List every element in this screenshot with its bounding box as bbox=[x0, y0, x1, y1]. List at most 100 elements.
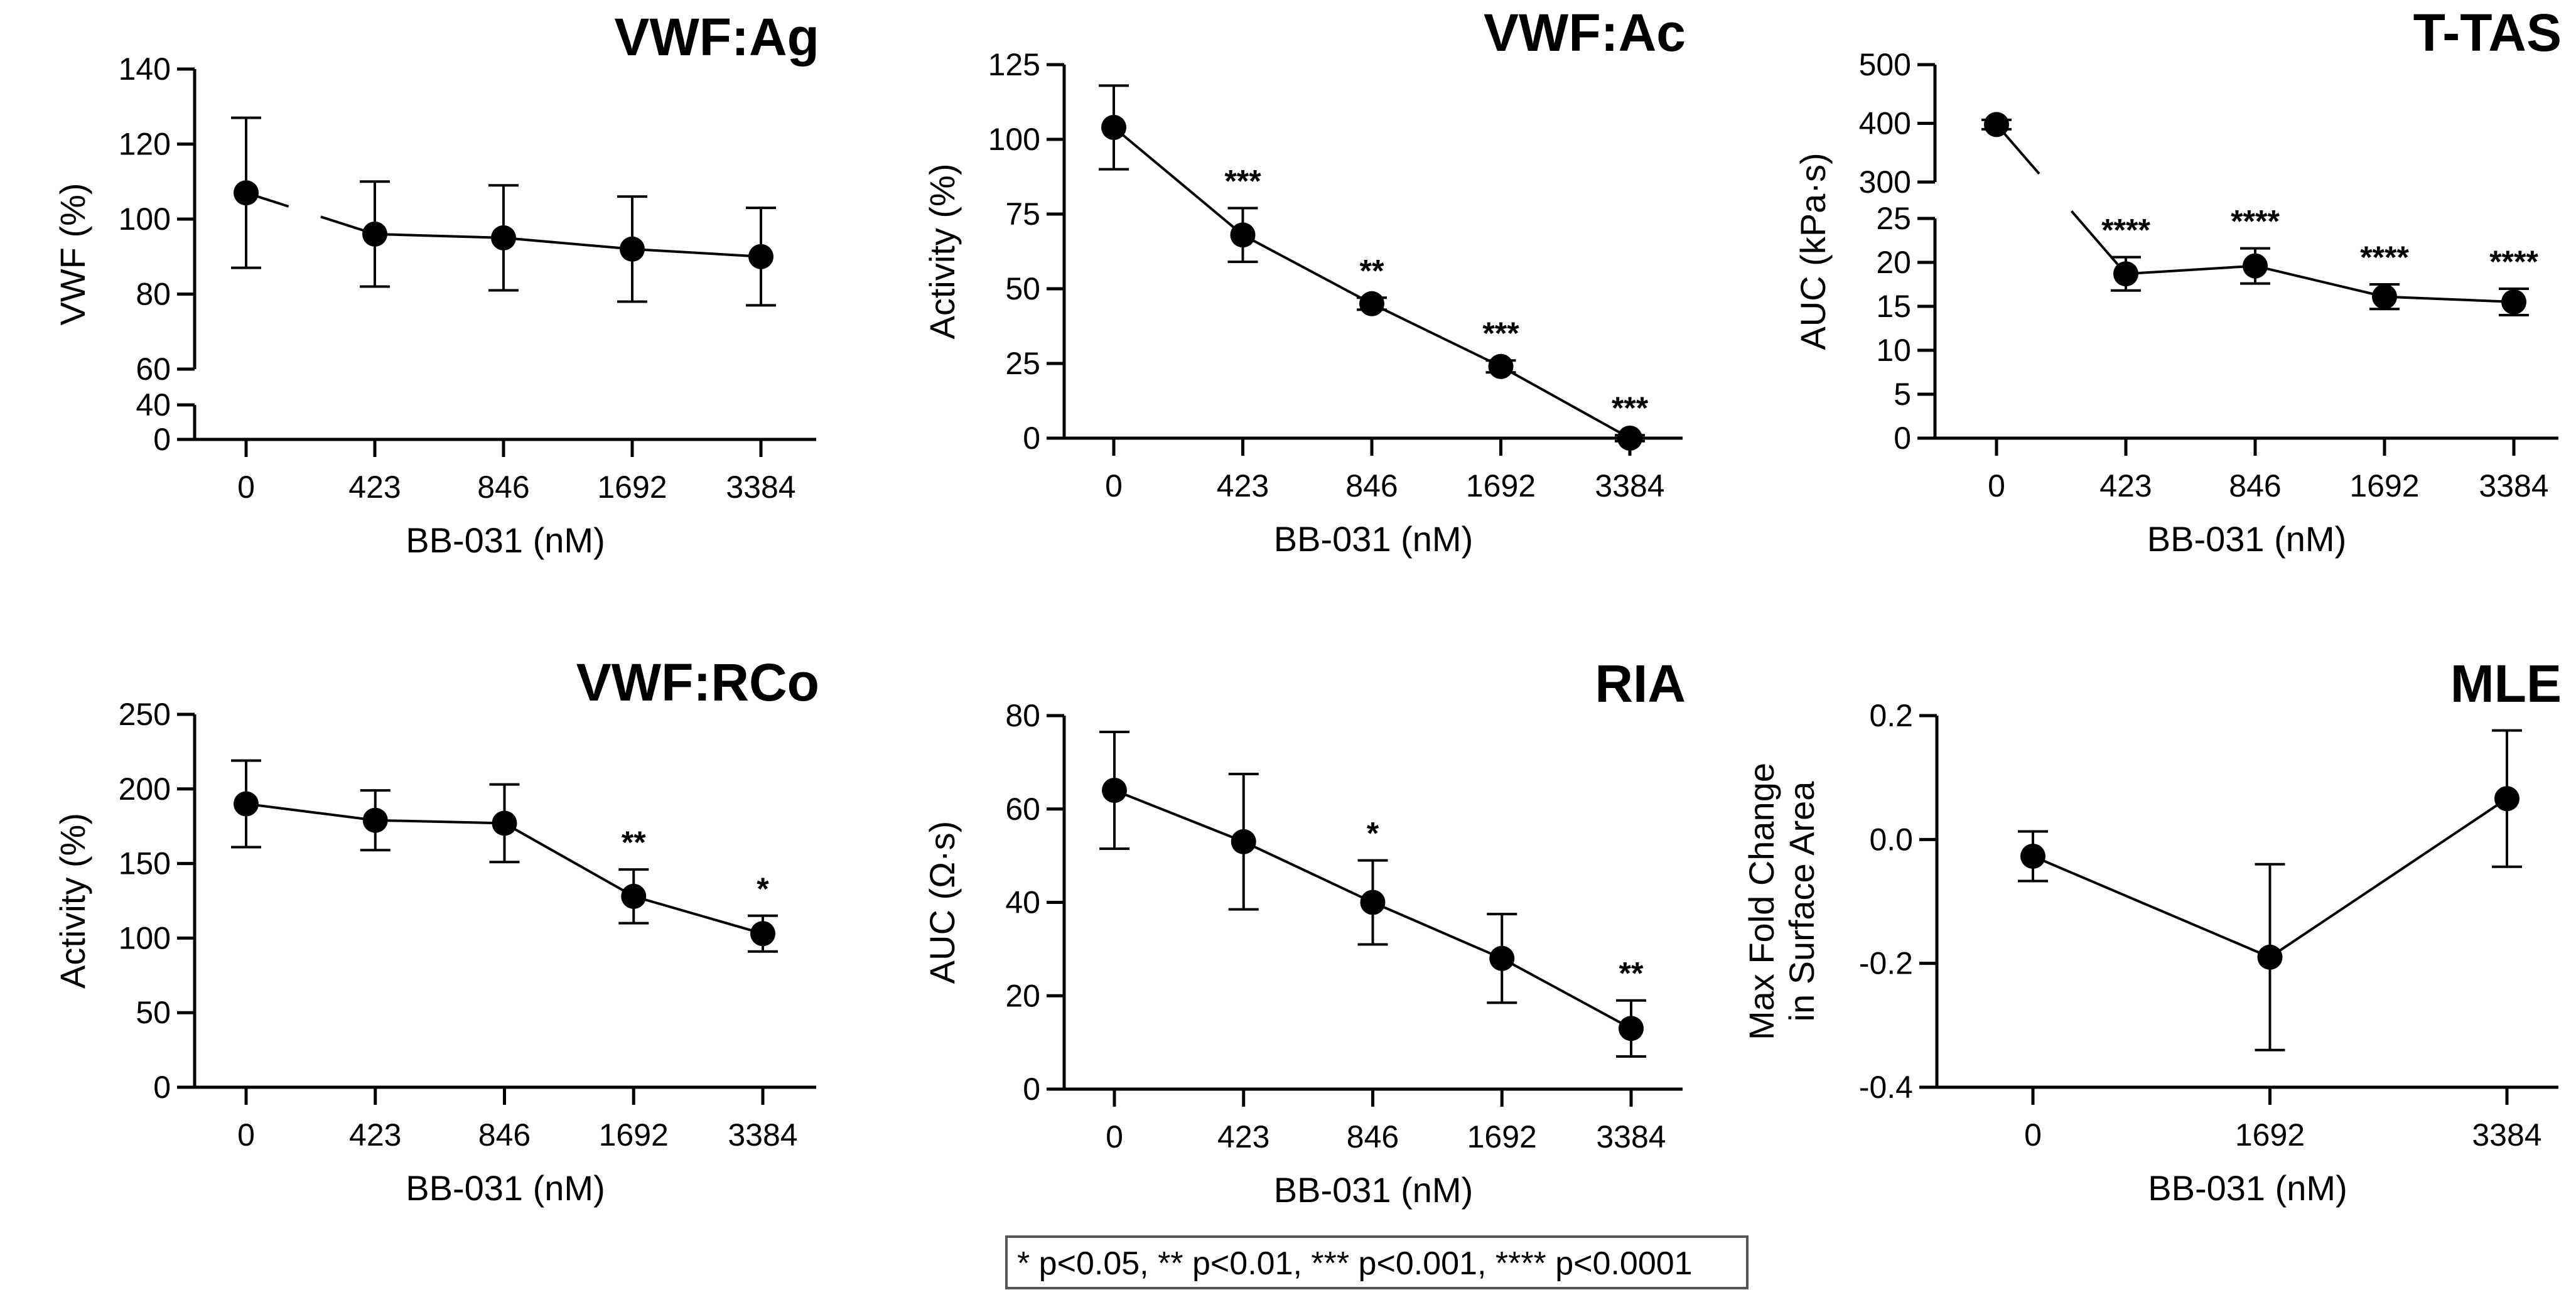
x-tick-label: 3384 bbox=[726, 470, 795, 505]
y-tick-label: 75 bbox=[1005, 196, 1040, 232]
y-axis-label: Activity (%) bbox=[53, 813, 92, 989]
significance-marker: ** bbox=[622, 825, 646, 860]
data-point bbox=[2243, 253, 2268, 279]
y-tick-label: 60 bbox=[1005, 792, 1040, 827]
y-tick-label: 250 bbox=[119, 697, 171, 732]
x-tick-label: 423 bbox=[1217, 1119, 1269, 1154]
data-point bbox=[1101, 114, 1126, 140]
y-axis-label: in Surface Area bbox=[1782, 781, 1821, 1022]
series-line bbox=[374, 232, 762, 258]
chart-title: VWF:RCo bbox=[576, 653, 819, 712]
x-tick-label: 3384 bbox=[728, 1117, 797, 1153]
significance-marker: ** bbox=[1360, 253, 1384, 288]
x-tick-label: 846 bbox=[1347, 1119, 1399, 1154]
y-axis-label: VWF (%) bbox=[53, 183, 92, 325]
x-axis-label: BB-031 (nM) bbox=[2147, 519, 2346, 559]
x-tick-label: 846 bbox=[477, 470, 529, 505]
y-tick-label: 40 bbox=[136, 387, 171, 422]
y-tick-label: 10 bbox=[1876, 333, 1911, 368]
data-point bbox=[2494, 786, 2519, 812]
x-tick-label: 1692 bbox=[1466, 468, 1536, 503]
y-tick-label: 25 bbox=[1005, 346, 1040, 381]
x-axis-label: BB-031 (nM) bbox=[406, 1168, 605, 1208]
chart-title: RIA bbox=[1595, 654, 1686, 713]
y-tick-label: 150 bbox=[119, 846, 171, 881]
chart-title: VWF:Ac bbox=[1484, 3, 1686, 62]
chart-panel-3: T-TAS 300 400 500 0 5 10 15 20 25 0 423 846 1692 3384 B… bbox=[1793, 3, 2562, 559]
x-tick-label: 846 bbox=[2229, 468, 2281, 503]
significance-legend: * p<0.05, ** p<0.01, *** p<0.001, **** p… bbox=[1005, 1235, 1749, 1289]
data-point bbox=[621, 883, 647, 909]
x-tick-label: 1692 bbox=[2349, 468, 2419, 503]
y-tick-label: 50 bbox=[1005, 271, 1040, 306]
significance-marker: * bbox=[1367, 816, 1379, 851]
significance-marker: *** bbox=[1612, 390, 1649, 426]
y-tick-label: 120 bbox=[119, 127, 171, 162]
x-tick-label: 423 bbox=[2099, 468, 2152, 503]
data-point bbox=[362, 221, 387, 247]
x-tick-label: 0 bbox=[2024, 1117, 2042, 1153]
significance-marker: **** bbox=[2360, 240, 2409, 275]
data-point bbox=[2501, 289, 2526, 314]
x-tick-label: 3384 bbox=[1595, 468, 1664, 503]
y-tick-label: 100 bbox=[119, 920, 171, 955]
data-point bbox=[620, 236, 645, 262]
x-tick-label: 1692 bbox=[2235, 1117, 2305, 1153]
y-tick-label: 20 bbox=[1876, 245, 1911, 280]
x-axis-label: BB-031 (nM) bbox=[2148, 1168, 2347, 1208]
legend-text: * p<0.05, ** p<0.01, *** p<0.001, **** p… bbox=[1017, 1245, 1693, 1282]
series-line-segment bbox=[2070, 210, 2127, 275]
y-tick-label: 80 bbox=[136, 277, 171, 312]
x-axis-label: BB-031 (nM) bbox=[406, 520, 605, 560]
x-tick-label: 1692 bbox=[599, 1117, 669, 1153]
x-tick-label: 0 bbox=[237, 1117, 255, 1153]
y-tick-label: 0 bbox=[153, 422, 171, 457]
x-tick-label: 423 bbox=[349, 1117, 401, 1153]
chart-panel-6: MLE -0.4 -0.2 0.0 0.2 0 1692 3384 BB-031 (nM) Max… bbox=[1742, 654, 2562, 1208]
chart-panel-5: RIA 0 20 40 60 80 0 423 846 1692 3384 BB-031 (nM) AU… bbox=[922, 654, 1686, 1210]
data-point bbox=[2372, 284, 2397, 309]
chart-title: MLE bbox=[2450, 654, 2562, 713]
y-tick-label: 125 bbox=[988, 47, 1040, 82]
y-tick-label: 25 bbox=[1876, 201, 1911, 236]
data-point bbox=[492, 810, 517, 836]
x-tick-label: 3384 bbox=[1596, 1119, 1666, 1154]
data-point bbox=[2020, 843, 2045, 869]
y-tick-label: 0.2 bbox=[1869, 698, 1913, 733]
y-tick-label: 0 bbox=[1894, 421, 1911, 456]
y-axis-label: AUC (kPa·s) bbox=[1793, 153, 1833, 350]
data-point bbox=[1360, 890, 1386, 915]
x-axis-label: BB-031 (nM) bbox=[1274, 1170, 1473, 1210]
series-line bbox=[2125, 264, 2514, 303]
significance-marker: **** bbox=[2231, 204, 2280, 239]
chart-title: T-TAS bbox=[2413, 3, 2562, 62]
data-point bbox=[234, 791, 259, 817]
x-tick-label: 0 bbox=[1106, 1119, 1123, 1154]
y-tick-label: 500 bbox=[1859, 47, 1911, 82]
data-point bbox=[2113, 261, 2138, 287]
y-tick-label: 200 bbox=[119, 771, 171, 807]
data-point bbox=[1359, 291, 1384, 316]
x-tick-label: 423 bbox=[1217, 468, 1269, 503]
x-tick-label: 0 bbox=[237, 470, 255, 505]
x-tick-label: 423 bbox=[348, 470, 401, 505]
y-tick-label: 140 bbox=[119, 51, 171, 87]
x-tick-label: 0 bbox=[1988, 468, 2005, 503]
y-tick-label: -0.2 bbox=[1859, 946, 1913, 981]
x-tick-label: 3384 bbox=[2472, 1117, 2541, 1153]
y-tick-label: 0 bbox=[153, 1070, 171, 1105]
data-point bbox=[1230, 222, 1256, 248]
y-tick-label: -0.4 bbox=[1859, 1070, 1913, 1105]
y-tick-label: 20 bbox=[1005, 978, 1040, 1013]
x-axis-label: BB-031 (nM) bbox=[1274, 519, 1473, 559]
significance-marker: ** bbox=[1619, 956, 1644, 991]
y-axis-label: AUC (Ω·s) bbox=[922, 821, 962, 984]
data-point bbox=[748, 244, 773, 269]
significance-marker: *** bbox=[1224, 163, 1261, 198]
data-point bbox=[1489, 945, 1515, 971]
y-tick-label: 100 bbox=[988, 122, 1040, 157]
y-tick-label: 300 bbox=[1859, 164, 1911, 200]
